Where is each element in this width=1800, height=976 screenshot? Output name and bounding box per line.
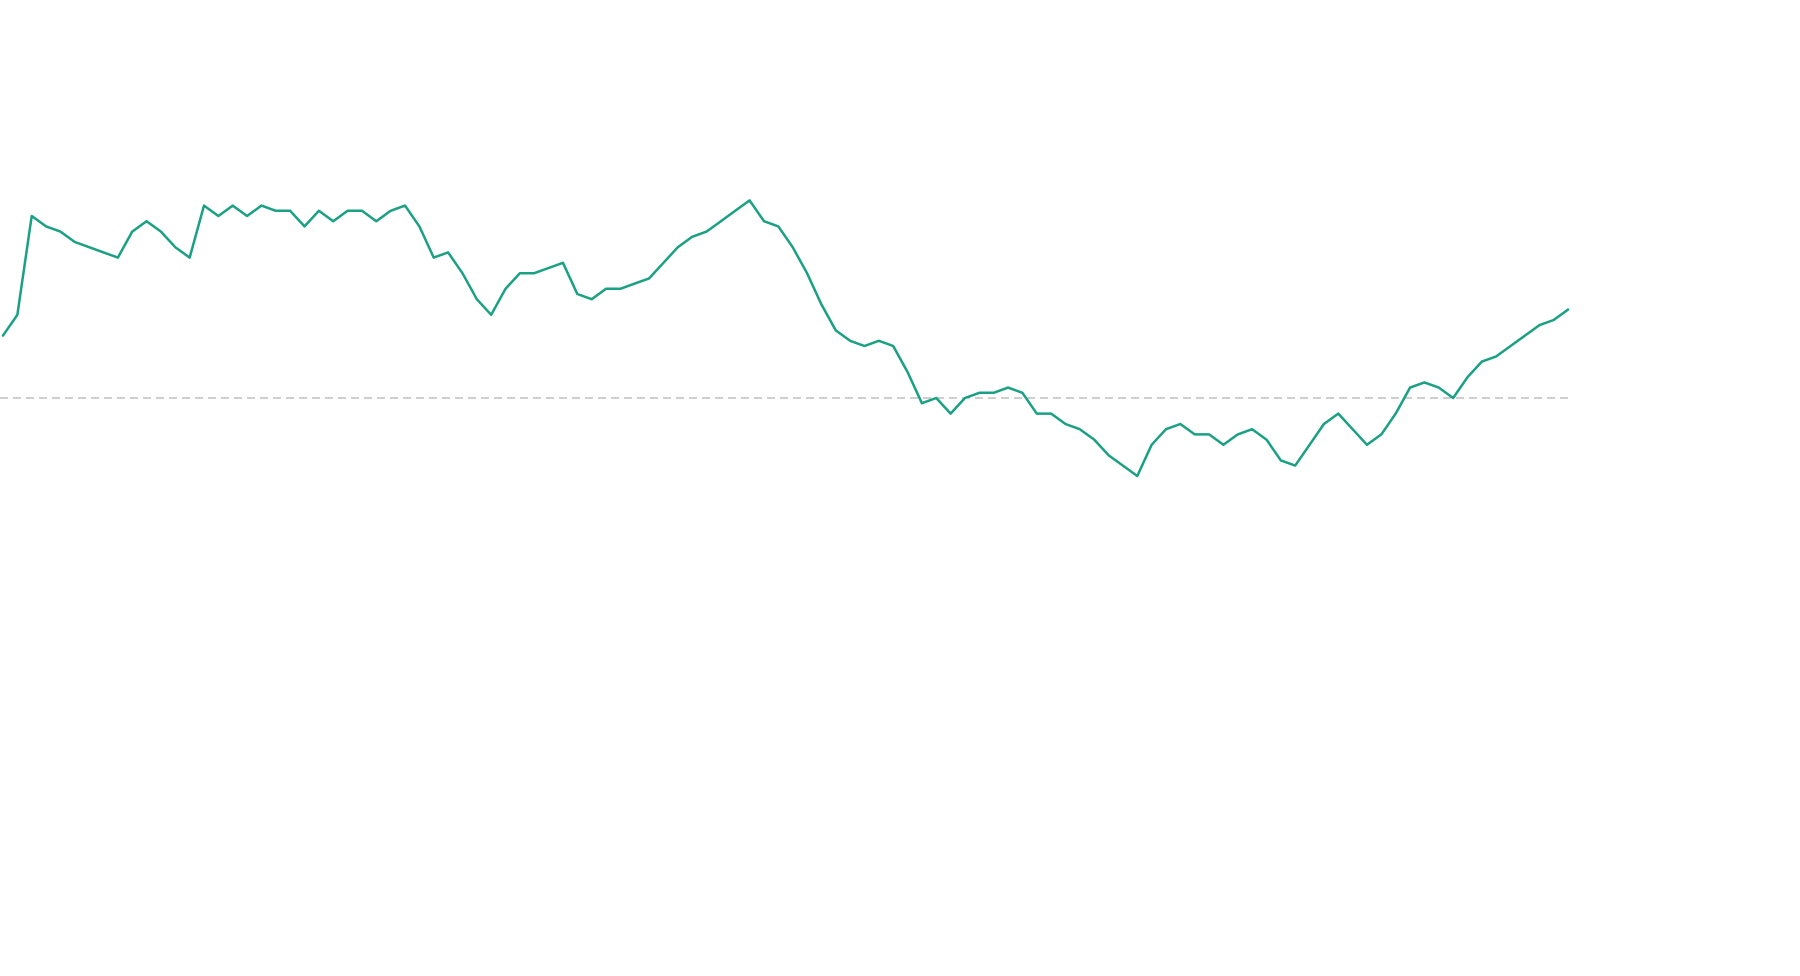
series-line <box>1 199 1570 478</box>
